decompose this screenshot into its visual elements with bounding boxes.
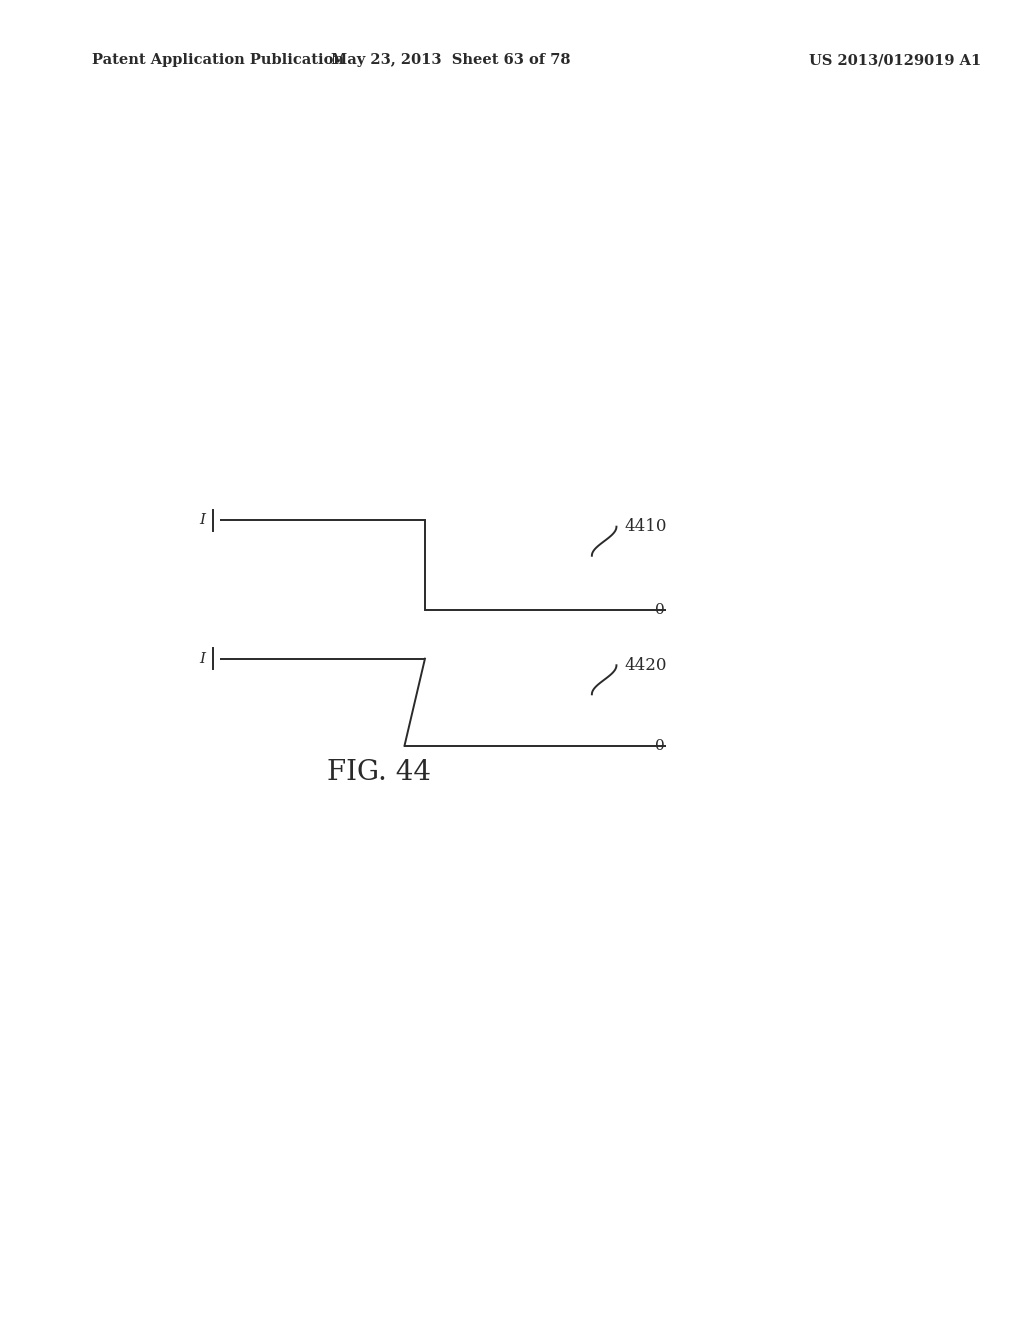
Text: US 2013/0129019 A1: US 2013/0129019 A1 — [809, 53, 981, 67]
Text: 4410: 4410 — [625, 519, 668, 535]
Text: I: I — [199, 513, 205, 527]
Text: May 23, 2013  Sheet 63 of 78: May 23, 2013 Sheet 63 of 78 — [331, 53, 570, 67]
Text: I: I — [199, 652, 205, 665]
Text: 0: 0 — [655, 739, 666, 752]
Text: Patent Application Publication: Patent Application Publication — [92, 53, 344, 67]
Text: 4420: 4420 — [625, 657, 668, 673]
Text: 0: 0 — [655, 603, 666, 616]
Text: FIG. 44: FIG. 44 — [327, 759, 431, 785]
